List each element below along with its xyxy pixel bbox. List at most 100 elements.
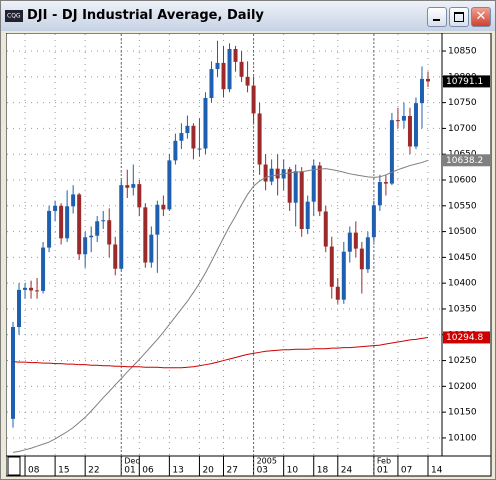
candle-body bbox=[311, 165, 316, 202]
candle-body bbox=[59, 205, 64, 239]
x-tick-label: 03 bbox=[257, 466, 268, 476]
y-tick-label: 10550 bbox=[448, 201, 477, 211]
candle-body bbox=[23, 287, 28, 290]
x-tick-label: 27 bbox=[227, 466, 238, 476]
candle-body bbox=[323, 211, 328, 247]
y-tick-label: 10450 bbox=[448, 253, 477, 263]
window-title: DJI - DJ Industrial Average, Daily bbox=[27, 8, 264, 23]
candle-body bbox=[317, 165, 322, 212]
candle-body bbox=[113, 244, 118, 269]
last-value-label: 10791.1 bbox=[446, 77, 483, 87]
candle-body bbox=[167, 160, 172, 210]
candle-body bbox=[233, 48, 238, 62]
candle-body bbox=[305, 201, 310, 230]
candle-body bbox=[269, 168, 274, 182]
candle-body bbox=[341, 251, 346, 300]
candle-body bbox=[143, 207, 148, 263]
candle-body bbox=[209, 69, 214, 98]
x-tick-label: 15 bbox=[58, 466, 69, 476]
candle-body bbox=[149, 234, 154, 263]
candle-body bbox=[53, 205, 58, 211]
candle-body bbox=[119, 185, 124, 269]
last-value-box bbox=[443, 154, 490, 167]
candle-body bbox=[365, 237, 370, 270]
x-tick-label: 22 bbox=[88, 466, 99, 476]
candle-body bbox=[215, 62, 220, 70]
candle-body bbox=[131, 184, 136, 188]
candle-body bbox=[95, 221, 100, 236]
minimize-button[interactable] bbox=[427, 7, 447, 27]
candle-body bbox=[347, 232, 352, 252]
x-tick-label: 01 bbox=[377, 466, 388, 476]
candle-body bbox=[401, 116, 406, 121]
app-icon: CQG bbox=[5, 10, 23, 22]
candle-body bbox=[371, 205, 376, 238]
candle-body bbox=[227, 48, 232, 90]
candle-body bbox=[11, 327, 15, 419]
candle-body bbox=[107, 220, 112, 245]
candle-body bbox=[287, 169, 292, 203]
candle-body bbox=[335, 286, 340, 300]
chart: 1010010150102001025010300103501040010450… bbox=[6, 33, 492, 477]
candle-body bbox=[71, 194, 76, 207]
x-tick-label: 01 bbox=[124, 466, 135, 476]
candle-body bbox=[65, 206, 70, 239]
close-button[interactable]: ✕ bbox=[471, 7, 491, 27]
candle-body bbox=[47, 210, 52, 248]
x-tick-label: 08 bbox=[28, 466, 40, 476]
y-tick-label: 10700 bbox=[448, 124, 477, 134]
candle-body bbox=[77, 194, 82, 255]
candle-body bbox=[89, 235, 94, 238]
scroll-handle[interactable] bbox=[7, 456, 21, 476]
last-value-box bbox=[443, 75, 490, 88]
candle-body bbox=[251, 85, 256, 114]
candle-body bbox=[377, 182, 382, 206]
y-axis-area bbox=[441, 33, 492, 457]
candle-body bbox=[245, 76, 250, 86]
x-tick-label: 18 bbox=[317, 466, 329, 476]
candle-body bbox=[191, 125, 196, 149]
candle-body bbox=[293, 171, 298, 203]
last-value-box bbox=[443, 331, 490, 344]
moving-average bbox=[12, 159, 429, 453]
month-label: 2005 bbox=[257, 457, 277, 466]
candle-body bbox=[395, 120, 400, 122]
candle-body bbox=[185, 125, 190, 134]
candle-body bbox=[389, 120, 394, 184]
title-bar: CQG DJI - DJ Industrial Average, Daily ✕ bbox=[1, 1, 495, 31]
x-tick-label: 14 bbox=[431, 466, 443, 476]
month-label: Feb bbox=[377, 457, 391, 466]
maximize-button[interactable] bbox=[449, 7, 469, 27]
x-tick-label: 06 bbox=[142, 466, 154, 476]
x-tick-label: 07 bbox=[401, 466, 412, 476]
candle-body bbox=[329, 246, 334, 287]
candle-body bbox=[353, 232, 358, 249]
y-tick-label: 10500 bbox=[448, 227, 477, 237]
last-value-label: 10294.8 bbox=[446, 333, 483, 343]
candle-body bbox=[419, 78, 424, 104]
candle-body bbox=[125, 185, 130, 188]
y-tick-label: 10750 bbox=[448, 98, 477, 108]
candle-body bbox=[413, 103, 418, 147]
candle-body bbox=[426, 78, 430, 82]
candle-body bbox=[161, 204, 166, 210]
x-tick-label: 20 bbox=[202, 466, 214, 476]
month-label: Dec bbox=[124, 457, 139, 466]
x-axis-area bbox=[6, 455, 492, 477]
candle-body bbox=[137, 184, 142, 208]
candle-body bbox=[359, 248, 364, 270]
candle-body bbox=[257, 113, 262, 165]
candle-body bbox=[173, 140, 178, 161]
svg-text:CQG: CQG bbox=[7, 13, 21, 20]
candle-body bbox=[221, 62, 226, 90]
x-tick-label: 10 bbox=[287, 466, 299, 476]
y-tick-label: 10200 bbox=[448, 382, 477, 392]
candle-body bbox=[197, 148, 202, 150]
candle-body bbox=[407, 116, 412, 147]
candle-body bbox=[83, 237, 88, 255]
candle-body bbox=[275, 168, 280, 179]
y-tick-label: 10850 bbox=[448, 47, 477, 57]
y-tick-label: 10100 bbox=[448, 433, 477, 443]
candle-body bbox=[17, 289, 22, 328]
